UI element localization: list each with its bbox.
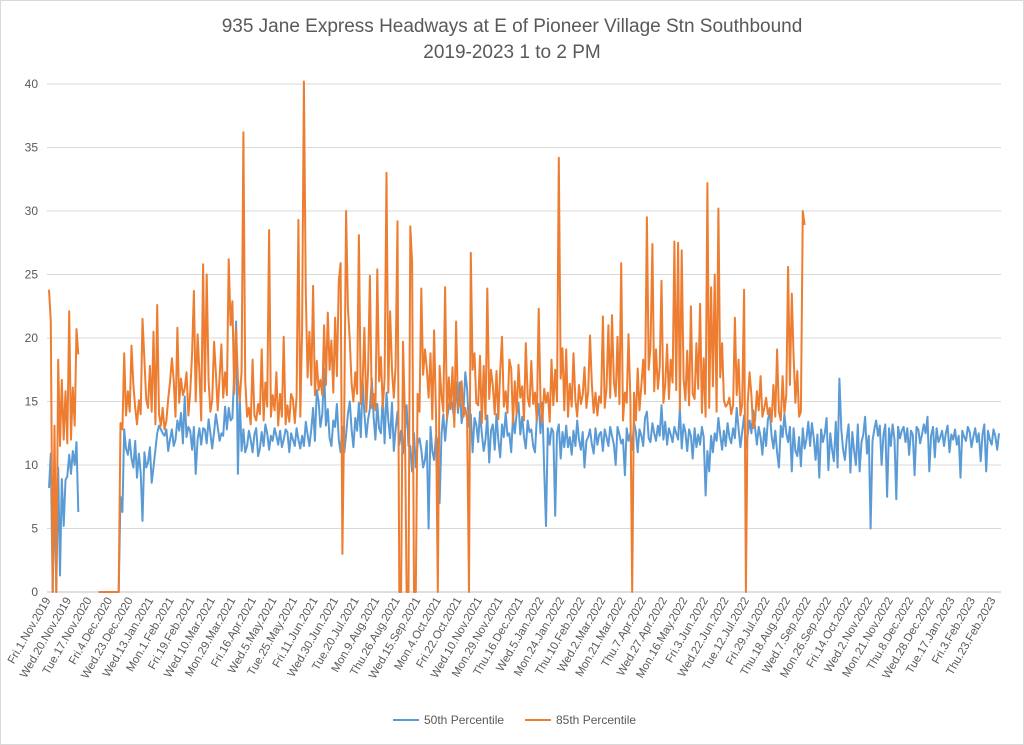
y-tick-label: 40 — [25, 77, 39, 91]
series-lines — [48, 80, 1000, 593]
gridlines — [47, 83, 1001, 593]
y-tick-label: 0 — [31, 585, 38, 599]
y-tick-label: 10 — [25, 458, 39, 472]
x-axis-tick-labels: Fri.1.Nov.2019Wed.20.Nov.2019Tue.17.Nov.… — [6, 596, 999, 682]
legend: 50th Percentile 85th Percentile — [393, 713, 636, 727]
y-tick-label: 15 — [25, 395, 39, 409]
y-axis-tick-labels: 0 5 10 15 20 25 30 35 40 — [25, 77, 39, 599]
chart-title-line1: 935 Jane Express Headways at E of Pionee… — [221, 16, 803, 37]
y-tick-label: 25 — [25, 268, 39, 282]
chart-title: 935 Jane Express Headways at E of Pionee… — [0, 14, 1024, 66]
y-tick-label: 20 — [25, 331, 39, 345]
legend-label: 50th Percentile — [424, 713, 504, 727]
chart-title-line2: 2019-2023 1 to 2 PM — [423, 42, 601, 63]
y-tick-label: 5 — [31, 522, 38, 536]
legend-label: 85th Percentile — [556, 713, 636, 727]
series-line-85th-percentile — [48, 80, 806, 593]
y-tick-label: 30 — [25, 204, 39, 218]
y-tick-label: 35 — [25, 141, 39, 155]
